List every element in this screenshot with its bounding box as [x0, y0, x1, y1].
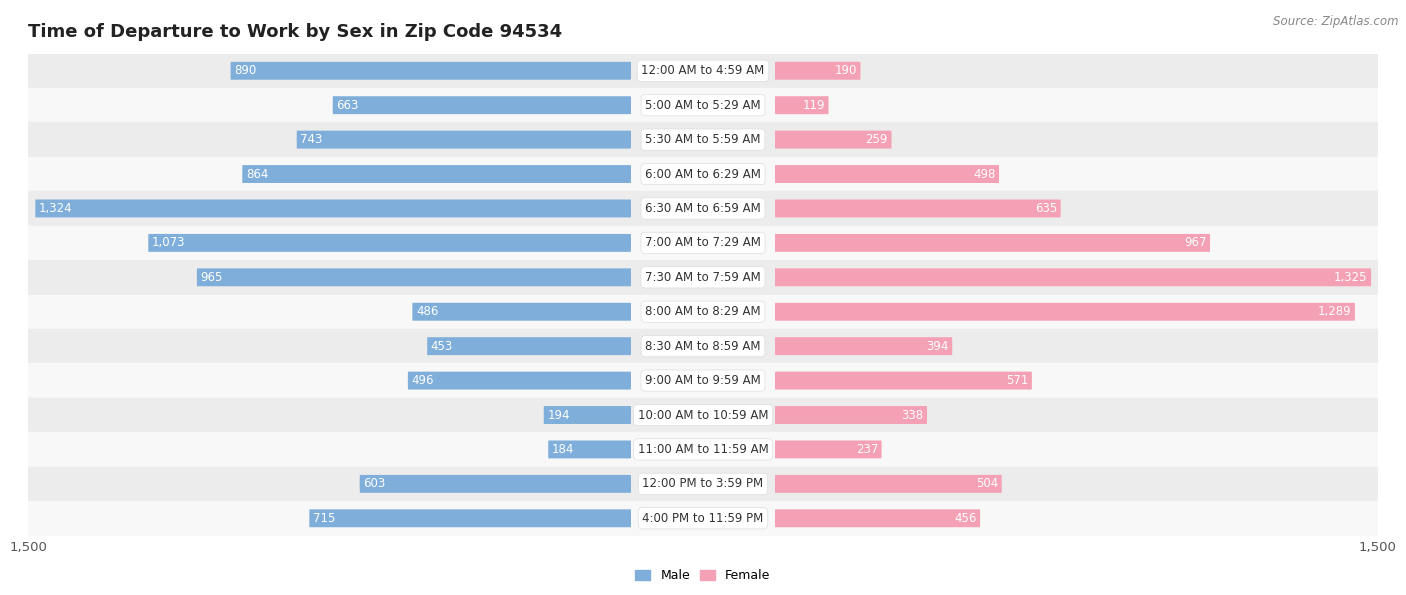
FancyBboxPatch shape: [427, 337, 631, 355]
FancyBboxPatch shape: [775, 62, 860, 80]
FancyBboxPatch shape: [197, 268, 631, 286]
Text: 5:00 AM to 5:29 AM: 5:00 AM to 5:29 AM: [645, 99, 761, 112]
Text: 663: 663: [336, 99, 359, 112]
Bar: [28, 295, 1378, 329]
Text: 486: 486: [416, 305, 439, 318]
Text: 603: 603: [363, 477, 385, 490]
FancyBboxPatch shape: [297, 131, 631, 149]
Text: 715: 715: [314, 512, 335, 525]
Text: Source: ZipAtlas.com: Source: ZipAtlas.com: [1274, 15, 1399, 28]
Text: 190: 190: [835, 64, 856, 77]
FancyBboxPatch shape: [775, 440, 882, 458]
FancyBboxPatch shape: [775, 475, 1001, 493]
Bar: [28, 226, 1378, 260]
Text: 11:00 AM to 11:59 AM: 11:00 AM to 11:59 AM: [638, 443, 768, 456]
Bar: [28, 157, 1378, 191]
FancyBboxPatch shape: [775, 303, 1355, 321]
FancyBboxPatch shape: [242, 165, 631, 183]
Text: 743: 743: [301, 133, 323, 146]
Text: 12:00 PM to 3:59 PM: 12:00 PM to 3:59 PM: [643, 477, 763, 490]
Text: 8:30 AM to 8:59 AM: 8:30 AM to 8:59 AM: [645, 340, 761, 353]
FancyBboxPatch shape: [775, 234, 1211, 252]
FancyBboxPatch shape: [148, 234, 631, 252]
FancyBboxPatch shape: [775, 406, 927, 424]
Text: 967: 967: [1184, 236, 1206, 249]
FancyBboxPatch shape: [775, 268, 1371, 286]
FancyBboxPatch shape: [775, 199, 1060, 217]
Text: 496: 496: [412, 374, 434, 387]
Text: 12:00 AM to 4:59 AM: 12:00 AM to 4:59 AM: [641, 64, 765, 77]
Bar: [28, 329, 1378, 364]
Text: 6:00 AM to 6:29 AM: 6:00 AM to 6:29 AM: [645, 168, 761, 180]
Bar: [28, 191, 1378, 226]
Text: 890: 890: [235, 64, 256, 77]
Text: 635: 635: [1035, 202, 1057, 215]
Text: 338: 338: [901, 409, 924, 421]
FancyBboxPatch shape: [231, 62, 631, 80]
Text: 9:00 AM to 9:59 AM: 9:00 AM to 9:59 AM: [645, 374, 761, 387]
Text: 4:00 PM to 11:59 PM: 4:00 PM to 11:59 PM: [643, 512, 763, 525]
Text: 7:00 AM to 7:29 AM: 7:00 AM to 7:29 AM: [645, 236, 761, 249]
Text: 8:00 AM to 8:29 AM: 8:00 AM to 8:29 AM: [645, 305, 761, 318]
Text: 194: 194: [547, 409, 569, 421]
Bar: [28, 88, 1378, 123]
FancyBboxPatch shape: [544, 406, 631, 424]
Text: 1,325: 1,325: [1334, 271, 1368, 284]
Text: 498: 498: [973, 168, 995, 180]
Text: 1,289: 1,289: [1317, 305, 1351, 318]
Bar: [28, 260, 1378, 295]
Text: 184: 184: [551, 443, 574, 456]
Text: 119: 119: [803, 99, 825, 112]
Text: 456: 456: [955, 512, 977, 525]
Text: Time of Departure to Work by Sex in Zip Code 94534: Time of Departure to Work by Sex in Zip …: [28, 23, 562, 41]
FancyBboxPatch shape: [775, 509, 980, 527]
Text: 1,073: 1,073: [152, 236, 186, 249]
Bar: [28, 54, 1378, 88]
Bar: [28, 364, 1378, 398]
FancyBboxPatch shape: [775, 96, 828, 114]
FancyBboxPatch shape: [775, 337, 952, 355]
Bar: [28, 123, 1378, 157]
FancyBboxPatch shape: [408, 372, 631, 390]
Legend: Male, Female: Male, Female: [630, 564, 776, 587]
FancyBboxPatch shape: [775, 372, 1032, 390]
FancyBboxPatch shape: [309, 509, 631, 527]
Text: 571: 571: [1005, 374, 1028, 387]
FancyBboxPatch shape: [548, 440, 631, 458]
Text: 864: 864: [246, 168, 269, 180]
Text: 394: 394: [927, 340, 949, 353]
Bar: [28, 466, 1378, 501]
Text: 7:30 AM to 7:59 AM: 7:30 AM to 7:59 AM: [645, 271, 761, 284]
Text: 5:30 AM to 5:59 AM: 5:30 AM to 5:59 AM: [645, 133, 761, 146]
Bar: [28, 432, 1378, 466]
FancyBboxPatch shape: [360, 475, 631, 493]
FancyBboxPatch shape: [412, 303, 631, 321]
Text: 453: 453: [430, 340, 453, 353]
Text: 259: 259: [866, 133, 889, 146]
FancyBboxPatch shape: [775, 165, 1000, 183]
Text: 504: 504: [976, 477, 998, 490]
FancyBboxPatch shape: [333, 96, 631, 114]
FancyBboxPatch shape: [35, 199, 631, 217]
FancyBboxPatch shape: [775, 131, 891, 149]
Text: 10:00 AM to 10:59 AM: 10:00 AM to 10:59 AM: [638, 409, 768, 421]
Text: 1,324: 1,324: [39, 202, 73, 215]
Bar: [28, 398, 1378, 432]
Bar: [28, 501, 1378, 536]
Text: 237: 237: [856, 443, 877, 456]
Text: 6:30 AM to 6:59 AM: 6:30 AM to 6:59 AM: [645, 202, 761, 215]
Text: 965: 965: [201, 271, 222, 284]
